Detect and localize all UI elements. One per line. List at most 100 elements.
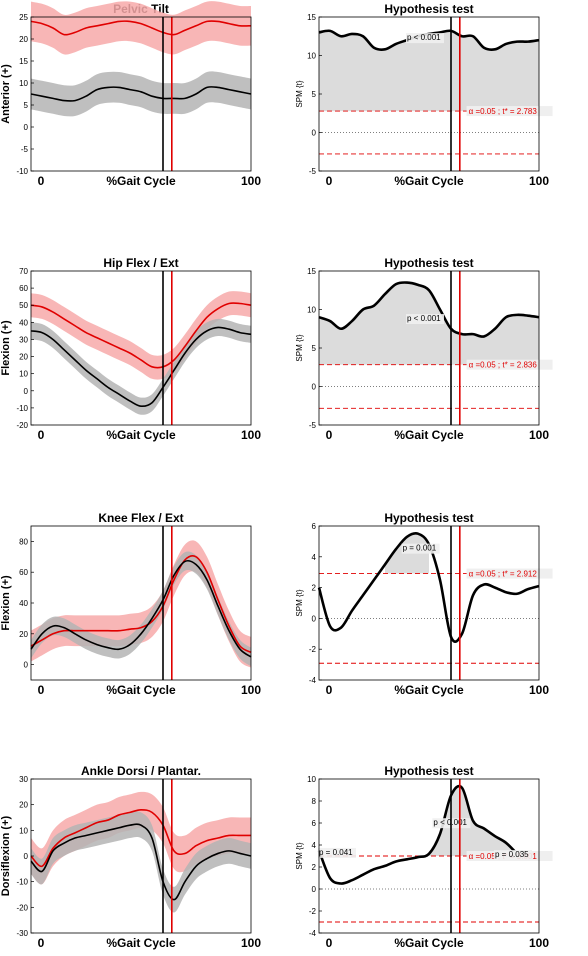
x-axis-label: %Gait Cycle bbox=[394, 428, 464, 442]
y-tick-label: -2 bbox=[309, 645, 317, 654]
y-tick-label: 0 bbox=[312, 885, 317, 894]
threshold-label-bg bbox=[466, 359, 553, 370]
x-axis-label: %Gait Cycle bbox=[394, 683, 464, 697]
y-tick-label: 2 bbox=[312, 863, 317, 872]
sd-band-red bbox=[31, 1, 251, 55]
y-tick-label: 15 bbox=[19, 57, 28, 66]
x-tick-label: 0 bbox=[38, 428, 45, 442]
mean-line-black bbox=[30, 559, 252, 658]
y-tick-label: 30 bbox=[19, 335, 28, 344]
y-tick-label: 20 bbox=[19, 630, 28, 639]
y-tick-label: 70 bbox=[19, 267, 28, 276]
x-tick-label: 0 bbox=[326, 936, 333, 950]
x-tick-label: 100 bbox=[241, 428, 261, 442]
axes-box bbox=[30, 270, 252, 426]
mean-line-red bbox=[30, 20, 252, 36]
x-tick-label: 100 bbox=[529, 428, 549, 442]
y-axis-label: Flexion (+) bbox=[0, 320, 12, 376]
x-tick-label: 0 bbox=[38, 174, 45, 188]
x-tick-label: 100 bbox=[529, 936, 549, 950]
x-axis-label: %Gait Cycle bbox=[106, 174, 176, 188]
y-tick-label: 10 bbox=[307, 52, 316, 61]
mean-line-red bbox=[30, 808, 251, 868]
p-value-bg bbox=[406, 314, 444, 325]
x-axis-label: %Gait Cycle bbox=[106, 683, 176, 697]
y-axis-label: SPM {t} bbox=[295, 80, 304, 107]
sd-band-red bbox=[31, 291, 251, 380]
chart-title: Hypothesis test bbox=[384, 511, 473, 525]
p-value-annotation: p = 0.041 bbox=[319, 848, 353, 857]
y-tick-label: 6 bbox=[312, 819, 317, 828]
y-tick-label: 0 bbox=[24, 852, 29, 861]
x-tick-label: 0 bbox=[326, 174, 333, 188]
y-axis-label: Dorsiflexion (+) bbox=[0, 815, 12, 896]
mean-line-red bbox=[30, 555, 252, 654]
p-value-bg bbox=[318, 847, 356, 858]
x-axis-label: %Gait Cycle bbox=[106, 936, 176, 950]
y-tick-label: 15 bbox=[307, 13, 316, 22]
y-tick-label: -4 bbox=[309, 676, 317, 685]
y-tick-label: -5 bbox=[21, 145, 29, 154]
y-tick-label: 2 bbox=[312, 584, 317, 593]
x-tick-label: 0 bbox=[38, 683, 45, 697]
y-tick-label: 80 bbox=[19, 537, 28, 546]
chart-title: Hypothesis test bbox=[384, 764, 473, 778]
threshold-label: α =0.05 ; t* = 2.836 bbox=[469, 361, 538, 370]
y-tick-label: 60 bbox=[19, 568, 28, 577]
chart-title: Hypothesis test bbox=[384, 2, 473, 16]
y-tick-label: -30 bbox=[16, 929, 28, 938]
y-tick-label: -5 bbox=[309, 167, 317, 176]
y-tick-label: 0 bbox=[24, 123, 29, 132]
y-tick-label: -5 bbox=[309, 421, 317, 430]
y-tick-label: 25 bbox=[19, 13, 28, 22]
y-tick-label: -20 bbox=[16, 903, 28, 912]
chart-title: Ankle Dorsi / Plantar. bbox=[81, 764, 201, 778]
supra-threshold-cluster bbox=[319, 30, 539, 112]
y-axis-label: Anterior (+) bbox=[0, 64, 12, 124]
y-tick-label: 10 bbox=[307, 306, 316, 315]
x-tick-label: 100 bbox=[241, 683, 261, 697]
y-tick-label: 0 bbox=[312, 383, 317, 392]
y-tick-label: 0 bbox=[24, 387, 29, 396]
x-tick-label: 0 bbox=[326, 428, 333, 442]
axes-box bbox=[318, 778, 540, 934]
axes-box bbox=[318, 525, 540, 681]
spm-curve bbox=[318, 281, 540, 338]
threshold-label: α =0.05 ; t* = 2.783 bbox=[469, 107, 538, 116]
y-tick-label: 40 bbox=[19, 318, 28, 327]
y-tick-label: 6 bbox=[312, 522, 317, 531]
spm-curve bbox=[317, 784, 518, 885]
mean-line-black bbox=[30, 326, 252, 408]
p-value-annotation: p < 0.001 bbox=[407, 33, 441, 42]
x-tick-label: 100 bbox=[241, 936, 261, 950]
mean-line-red bbox=[30, 302, 252, 369]
y-tick-label: 0 bbox=[24, 661, 29, 670]
y-tick-label: 0 bbox=[312, 129, 317, 138]
y-axis-label: Flexion (+) bbox=[0, 575, 12, 631]
y-tick-label: 5 bbox=[312, 90, 317, 99]
p-value-bg bbox=[494, 850, 532, 861]
y-tick-label: 10 bbox=[19, 79, 28, 88]
y-tick-label: 10 bbox=[19, 370, 28, 379]
threshold-label-bg bbox=[466, 106, 553, 117]
y-tick-label: -4 bbox=[309, 929, 317, 938]
p-value-bg bbox=[406, 33, 444, 44]
axes-box bbox=[30, 16, 252, 172]
y-tick-label: 10 bbox=[307, 775, 316, 784]
x-axis-label: %Gait Cycle bbox=[394, 174, 464, 188]
y-tick-label: 15 bbox=[307, 267, 316, 276]
x-axis-label: %Gait Cycle bbox=[106, 428, 176, 442]
x-tick-label: 100 bbox=[529, 683, 549, 697]
threshold-label: α =0.05 ; t* = 2.912 bbox=[469, 570, 538, 579]
mean-line-black bbox=[30, 86, 252, 102]
y-tick-label: -10 bbox=[16, 878, 28, 887]
x-tick-label: 0 bbox=[38, 936, 45, 950]
x-tick-label: 100 bbox=[241, 174, 261, 188]
y-tick-label: 4 bbox=[312, 841, 317, 850]
sd-band-black bbox=[31, 551, 251, 667]
x-tick-label: 100 bbox=[529, 174, 549, 188]
y-tick-label: 5 bbox=[24, 101, 29, 110]
x-tick-label: 0 bbox=[326, 683, 333, 697]
y-tick-label: -10 bbox=[16, 404, 28, 413]
